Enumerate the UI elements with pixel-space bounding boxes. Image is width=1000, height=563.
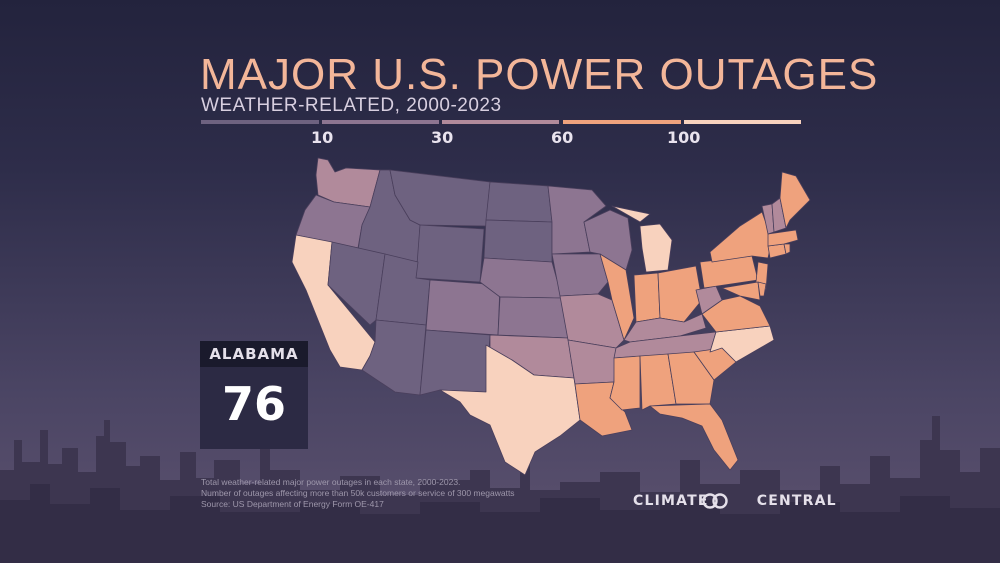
legend-bin-2 [322,120,439,124]
legend-tick-100: 100 [667,128,701,147]
footnote-line-1: Total weather-related major power outage… [201,477,461,487]
state-rhode-island [783,243,791,255]
state-indiana [633,272,661,323]
state-michigan [611,205,673,273]
chart-title: MAJOR U.S. POWER OUTAGES [200,50,879,99]
state-texas [439,344,581,476]
city-skyline-silhouette [0,416,1000,563]
state-arkansas [567,339,617,385]
highlight-state-value: 76 [221,377,286,431]
state-massachusetts [767,229,799,247]
state-delaware [757,281,767,297]
legend-bin-1 [201,120,319,124]
highlight-value-box [200,367,308,449]
legend-tick-60: 60 [551,128,574,147]
legend-tick-10: 10 [311,128,334,147]
state-ohio [657,265,703,323]
legend-bin-5 [684,120,801,124]
state-south-dakota [483,219,553,263]
state-wyoming [415,224,485,283]
state-florida [649,403,739,471]
state-georgia [667,351,715,405]
state-maine [779,171,811,229]
chart-subtitle: WEATHER-RELATED, 2000-2023 [201,95,502,116]
legend-tick-30: 30 [431,128,454,147]
state-north-dakota [485,181,553,223]
footnote-line-3: Source: US Department of Energy Form OE-… [201,499,384,509]
climate-central-logo-icon [702,493,728,509]
state-iowa [551,253,609,297]
state-connecticut [767,243,787,259]
legend-bin-4 [563,120,681,124]
footnote-line-2: Number of outages affecting more than 50… [201,488,515,498]
brand-word-left: CLIMATE [633,493,709,509]
state-kansas [497,296,569,339]
state-maryland [721,281,761,301]
state-new-york [709,211,773,263]
state-mississippi [609,355,641,411]
legend-bin-3 [442,120,559,124]
state-new-mexico [419,329,491,396]
brand-word-right: CENTRAL [756,493,837,509]
state-arizona [361,319,427,396]
highlight-state-name: ALABAMA [209,345,299,363]
state-nevada [327,241,386,326]
state-wisconsin [583,209,633,271]
brand-wordmark: CLIMATE CENTRAL [633,493,837,509]
state-alabama [639,353,677,411]
highlight-state-header [200,341,308,367]
